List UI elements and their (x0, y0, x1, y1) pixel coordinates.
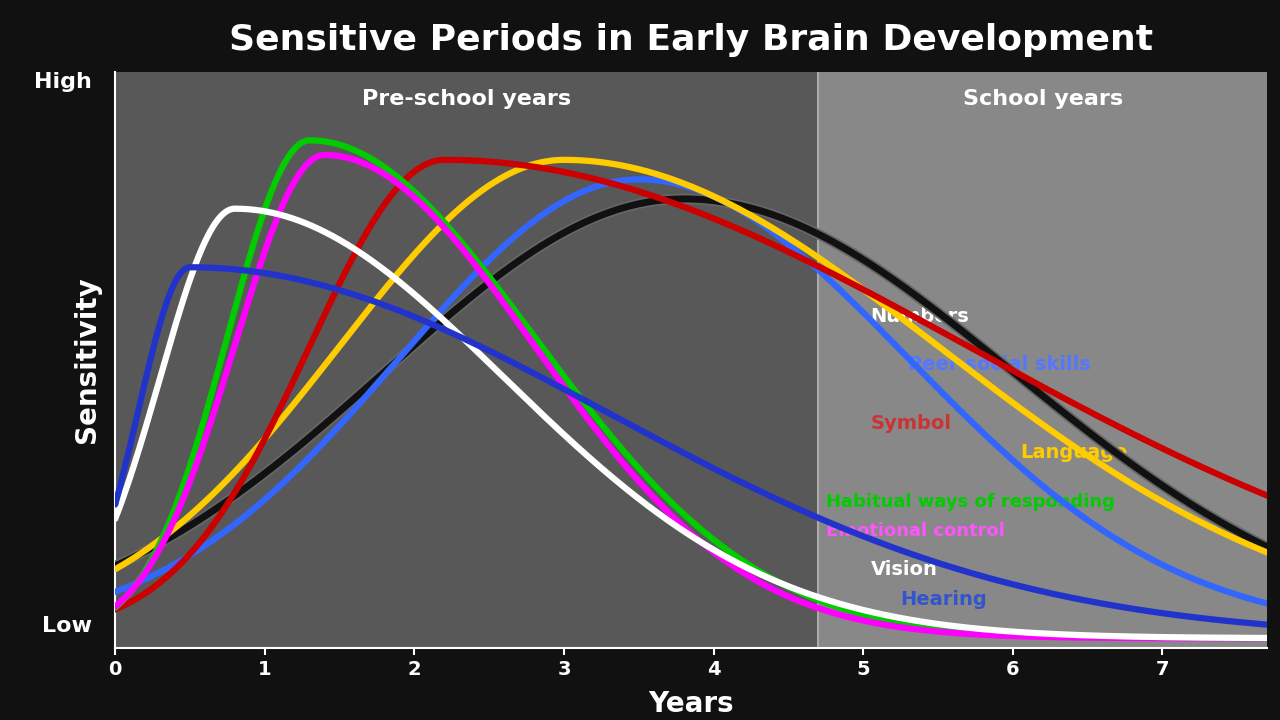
Title: Sensitive Periods in Early Brain Development: Sensitive Periods in Early Brain Develop… (229, 23, 1153, 57)
Y-axis label: Sensitivity: Sensitivity (73, 276, 101, 444)
Text: School years: School years (963, 89, 1123, 109)
X-axis label: Years: Years (649, 690, 733, 718)
Text: Language: Language (1020, 444, 1128, 462)
Text: Low: Low (42, 616, 92, 636)
Text: High: High (35, 72, 92, 92)
Text: Emotional control: Emotional control (826, 522, 1005, 540)
Text: Vision: Vision (870, 560, 938, 580)
Bar (115, 72, 818, 648)
Text: Numbers: Numbers (870, 307, 969, 325)
Text: Peer social skills: Peer social skills (908, 356, 1091, 374)
Text: Habitual ways of responding: Habitual ways of responding (826, 492, 1115, 510)
Bar (818, 72, 1267, 648)
Text: Pre-school years: Pre-school years (362, 89, 571, 109)
Text: Symbol: Symbol (870, 414, 952, 433)
Text: Hearing: Hearing (901, 590, 987, 608)
